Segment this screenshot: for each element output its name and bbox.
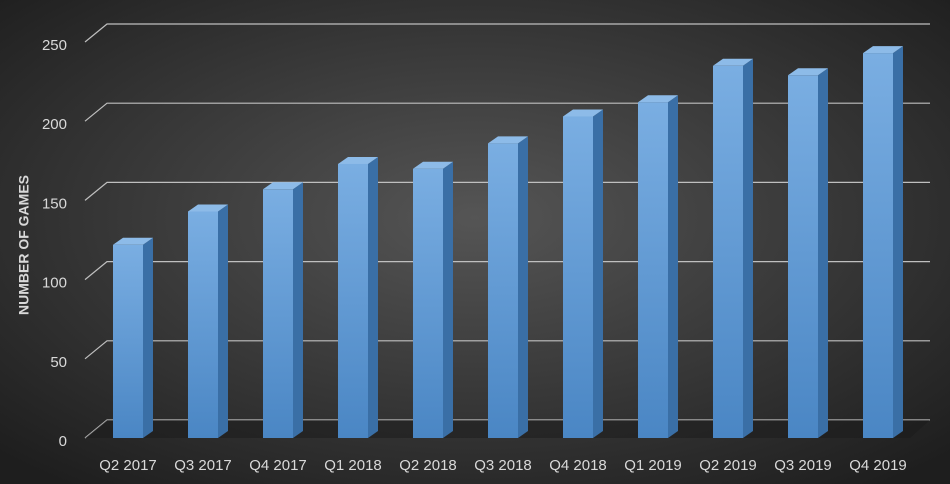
- bar: [113, 244, 143, 438]
- bar-top: [638, 95, 678, 103]
- bar-top: [113, 237, 153, 245]
- x-tick-label: Q4 2018: [549, 457, 607, 474]
- bar-side: [818, 68, 828, 438]
- bar: [338, 163, 368, 438]
- x-tick-label: Q1 2019: [624, 457, 682, 474]
- bar-top: [188, 204, 228, 212]
- bar: [413, 168, 443, 438]
- y-tick-label: 0: [59, 433, 67, 450]
- bar-side: [893, 46, 903, 438]
- bar-top: [563, 109, 603, 117]
- x-tick-label: Q2 2018: [399, 457, 457, 474]
- bar-side: [293, 182, 303, 438]
- bar-top: [713, 58, 753, 66]
- x-tick-label: Q2 2017: [99, 457, 157, 474]
- y-tick-label: 150: [42, 195, 67, 212]
- bar-side: [218, 204, 228, 438]
- bar: [788, 75, 818, 438]
- x-tick-label: Q2 2019: [699, 457, 757, 474]
- bar-side: [518, 136, 528, 438]
- bar: [188, 211, 218, 438]
- bar: [863, 53, 893, 438]
- y-tick-label: 250: [42, 37, 67, 54]
- bar: [488, 143, 518, 438]
- bar-top: [863, 46, 903, 54]
- x-tick-label: Q1 2018: [324, 457, 382, 474]
- bar: [563, 116, 593, 438]
- bar: [638, 102, 668, 438]
- y-tick-label: 200: [42, 116, 67, 133]
- bar-side: [743, 58, 753, 438]
- bar-top: [413, 161, 453, 169]
- x-tick-label: Q3 2017: [174, 457, 232, 474]
- bar-top: [263, 182, 303, 190]
- bar-top: [788, 68, 828, 76]
- x-tick-label: Q4 2017: [249, 457, 307, 474]
- bar-side: [593, 109, 603, 438]
- y-axis-title: NUMBER OF GAMES: [16, 175, 32, 315]
- bar-side: [443, 161, 453, 438]
- bar-top: [338, 156, 378, 164]
- x-tick-label: Q3 2019: [774, 457, 832, 474]
- bar-side: [668, 95, 678, 438]
- bar: [263, 189, 293, 438]
- bar: [713, 65, 743, 438]
- y-tick-label: 50: [50, 354, 67, 371]
- grid-line: [84, 23, 930, 43]
- bar-side: [368, 156, 378, 438]
- bar-top: [488, 136, 528, 144]
- y-tick-label: 100: [42, 275, 67, 292]
- x-tick-label: Q3 2018: [474, 457, 532, 474]
- x-tick-label: Q4 2019: [849, 457, 907, 474]
- bar-side: [143, 237, 153, 438]
